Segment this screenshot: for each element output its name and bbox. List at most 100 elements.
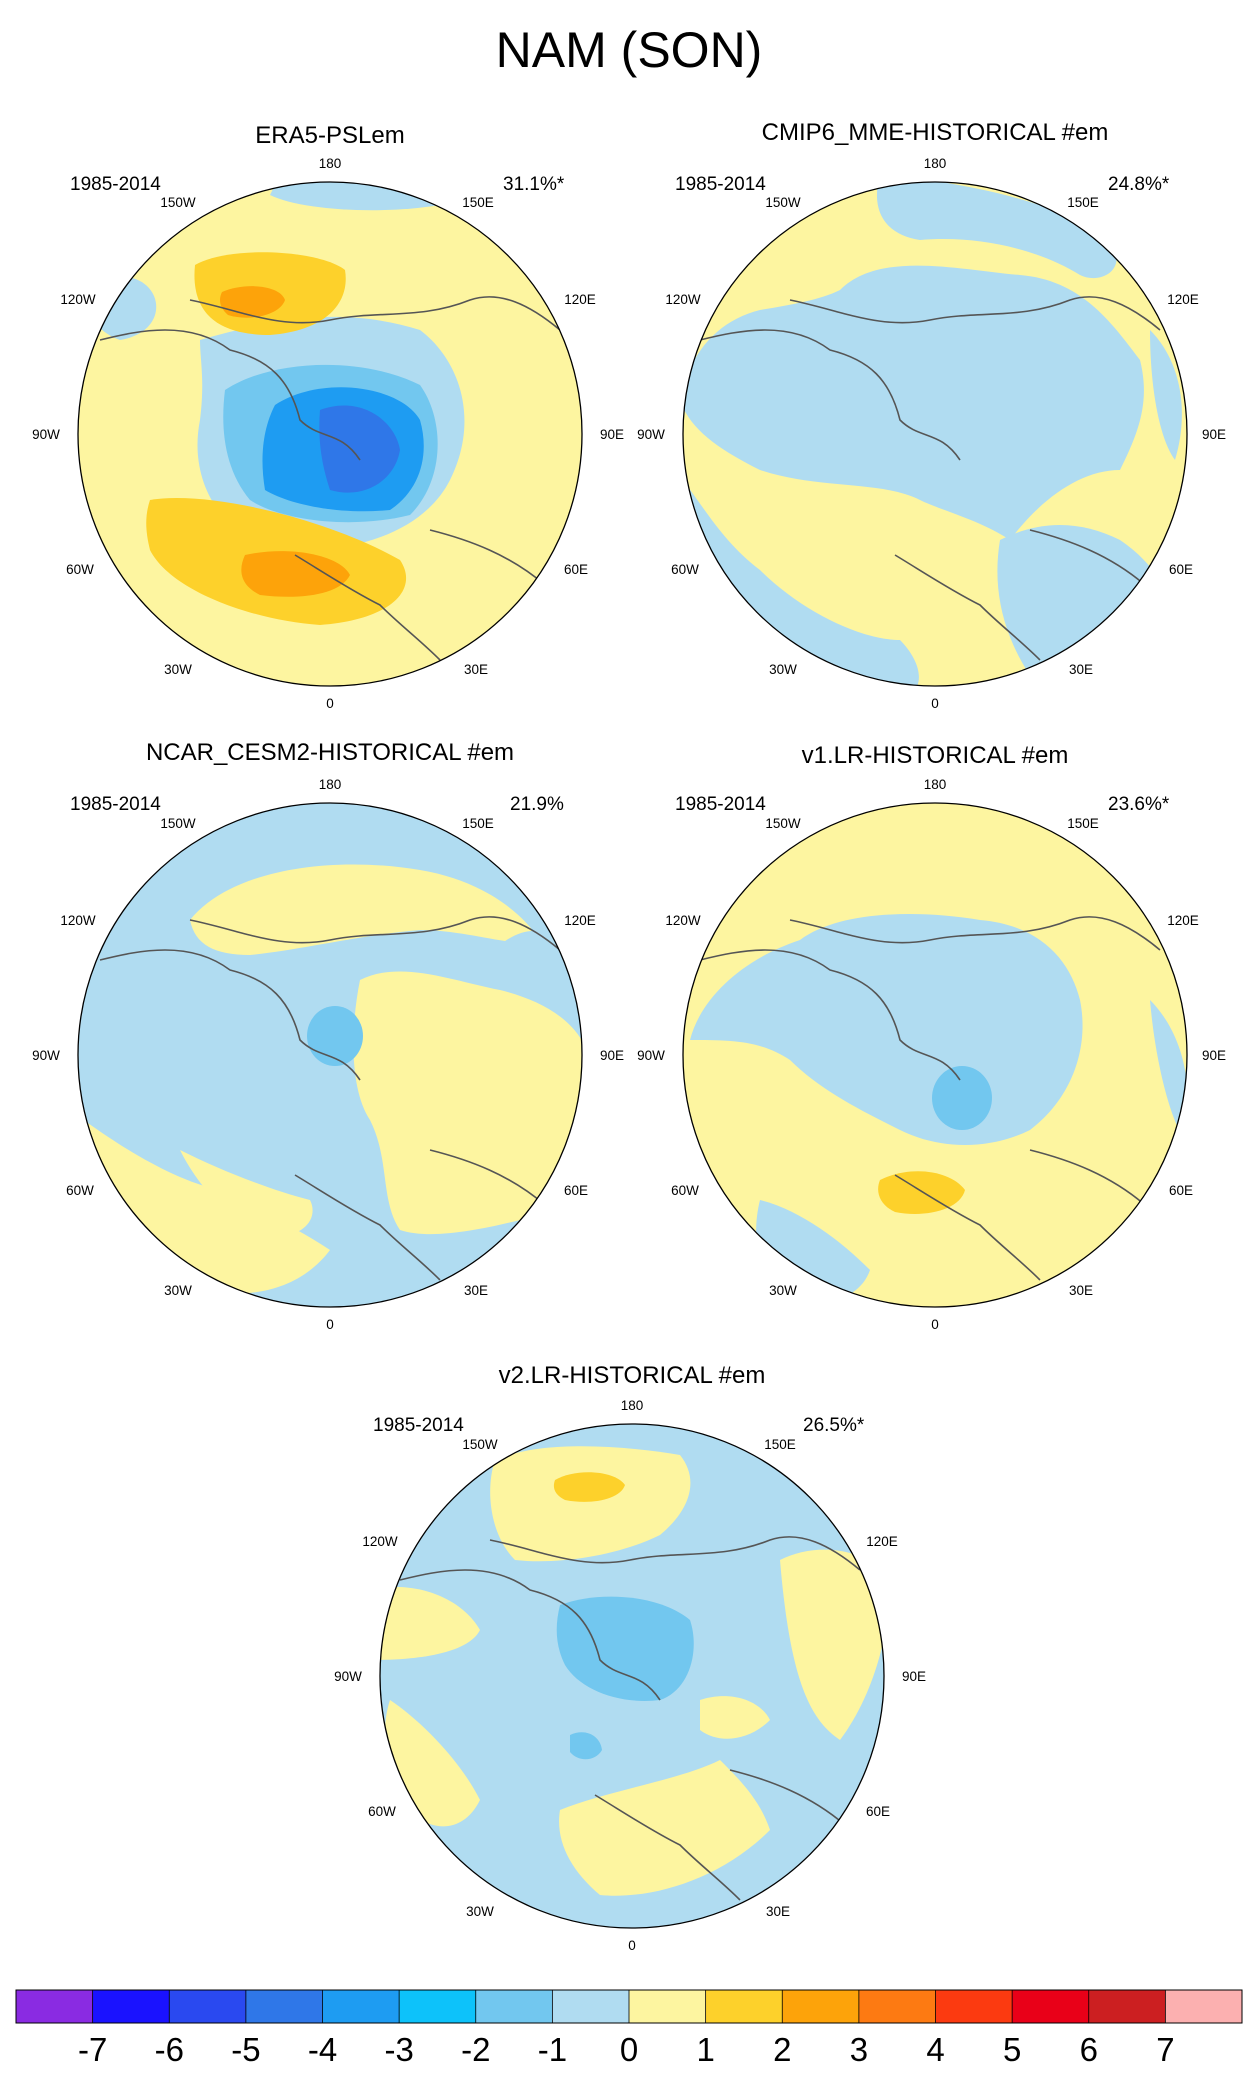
lon-label: 120W — [362, 1534, 398, 1549]
lon-label: 30E — [464, 662, 488, 677]
lon-label: 60E — [866, 1804, 890, 1819]
panel-period: 1985-2014 — [675, 174, 766, 195]
lon-label: 120W — [665, 292, 701, 307]
colorbar-swatch — [169, 1990, 247, 2023]
main-title: NAM (SON) — [496, 22, 763, 78]
lon-label: 150W — [765, 195, 801, 210]
lon-label: 180 — [319, 156, 342, 171]
colorbar-swatch — [705, 1990, 783, 2023]
panel-title: v2.LR-HISTORICAL #em — [499, 1362, 766, 1389]
colorbar-tick-label: 5 — [1003, 2031, 1021, 2068]
coastlines — [399, 1536, 861, 1901]
lon-label: 30W — [466, 1904, 494, 1919]
colorbar-tick-label: -7 — [78, 2031, 107, 2068]
lon-label: 90W — [32, 1048, 60, 1063]
longitude-labels: 180 150E 120E 90E 60E 30E 0 30W 60W 90W … — [637, 777, 1226, 1332]
lon-label: 120E — [564, 292, 596, 307]
lon-label: 150W — [462, 1437, 498, 1452]
map-border — [379, 1423, 885, 1929]
lon-label: 30W — [769, 662, 797, 677]
lon-label: 90E — [1202, 1048, 1226, 1063]
longitude-labels: 180 150E 120E 90E 60E 30E 0 30W 60W 90W … — [32, 156, 624, 711]
coastlines — [99, 916, 561, 1281]
lon-label: 120E — [1167, 913, 1199, 928]
colorbar-tick-label: 0 — [620, 2031, 638, 2068]
panel-cmip6-mme: CMIP6_MME-HISTORICAL #em 1985-2014 24.8%… — [637, 119, 1226, 711]
colorbar-swatch — [858, 1990, 937, 2023]
lon-label: 60W — [671, 1183, 699, 1198]
lon-label: 60W — [66, 562, 94, 577]
colorbar-tick-label: -6 — [155, 2031, 184, 2068]
panel-ncar-cesm2: NCAR_CESM2-HISTORICAL #em 1985-2014 21.9… — [32, 739, 624, 1332]
lon-label: 120W — [60, 913, 96, 928]
panel-variance: 26.5%* — [803, 1415, 865, 1436]
panel-period: 1985-2014 — [70, 174, 161, 195]
lon-label: 30E — [1069, 1283, 1093, 1298]
colorbar-tick-label: 6 — [1080, 2031, 1098, 2068]
lon-label: 90E — [1202, 427, 1226, 442]
coastlines — [99, 296, 561, 661]
lon-label: 150W — [160, 816, 196, 831]
panel-variance: 31.1%* — [503, 174, 565, 195]
lon-label: 180 — [924, 156, 947, 171]
colorbar-swatch — [629, 1990, 707, 2023]
lon-label: 150E — [462, 816, 494, 831]
lon-label: 0 — [326, 696, 334, 711]
lon-label: 0 — [931, 696, 939, 711]
panel-era5: ERA5-PSLem 1985-2014 31.1%* 180 — [32, 122, 624, 711]
lon-label: 150W — [160, 195, 196, 210]
colorbar-swatch — [552, 1990, 630, 2023]
colorbar-tick-label: -2 — [461, 2031, 490, 2068]
colorbar-swatch — [399, 1990, 477, 2023]
colorbar-tick-label: 2 — [773, 2031, 791, 2068]
lon-label: 90W — [334, 1669, 362, 1684]
lon-label: 150E — [1067, 195, 1099, 210]
colorbar-swatch — [16, 1990, 94, 2023]
lon-label: 90W — [637, 1048, 665, 1063]
map-field — [78, 803, 582, 1307]
panel-period: 1985-2014 — [373, 1415, 464, 1436]
lon-label: 180 — [924, 777, 947, 792]
lon-label: 150E — [462, 195, 494, 210]
lon-label: 60E — [1169, 562, 1193, 577]
lon-label: 30W — [769, 1283, 797, 1298]
lon-label: 90E — [600, 1048, 624, 1063]
panel-period: 1985-2014 — [70, 794, 161, 815]
map-field — [683, 803, 1187, 1307]
panel-title: CMIP6_MME-HISTORICAL #em — [762, 119, 1109, 146]
lon-label: 90W — [32, 427, 60, 442]
colorbar-tick-label: 4 — [926, 2031, 944, 2068]
lon-label: 0 — [931, 1317, 939, 1332]
lon-label: 150E — [764, 1437, 796, 1452]
panel-variance: 24.8%* — [1108, 174, 1170, 195]
longitude-labels: 180 150E 120E 90E 60E 30E 0 30W 60W 90W … — [32, 777, 624, 1332]
lon-label: 90E — [902, 1669, 926, 1684]
panel-variance: 23.6%* — [1108, 794, 1170, 815]
lon-label: 180 — [319, 777, 342, 792]
colorbar: -7 -6 -5 -4 -3 -2 -1 0 1 2 3 4 5 6 7 — [15, 1989, 1243, 2068]
lon-label: 30E — [464, 1283, 488, 1298]
colorbar-tick-label: -3 — [384, 2031, 413, 2068]
map-border — [77, 802, 583, 1308]
panel-title: ERA5-PSLem — [255, 122, 404, 149]
lon-label: 150E — [1067, 816, 1099, 831]
colorbar-tick-label: -5 — [231, 2031, 260, 2068]
lon-label: 0 — [628, 1938, 636, 1953]
panel-v1-lr: v1.LR-HISTORICAL #em 1985-2014 23.6%* 18… — [637, 742, 1226, 1332]
colorbar-tick-label: 3 — [850, 2031, 868, 2068]
map-field — [683, 182, 1187, 686]
colorbar-tick-label: -4 — [308, 2031, 337, 2068]
map-border — [682, 802, 1188, 1308]
colorbar-swatch — [1088, 1990, 1166, 2023]
lon-label: 60W — [671, 562, 699, 577]
lon-label: 150W — [765, 816, 801, 831]
coastlines — [699, 916, 1161, 1281]
lon-label: 60E — [564, 1183, 588, 1198]
colorbar-swatch — [1165, 1990, 1243, 2023]
colorbar-tick-label: 1 — [696, 2031, 714, 2068]
map-field — [78, 182, 582, 686]
colorbar-swatch — [92, 1990, 170, 2023]
map-border — [682, 181, 1188, 687]
lon-label: 60E — [1169, 1183, 1193, 1198]
